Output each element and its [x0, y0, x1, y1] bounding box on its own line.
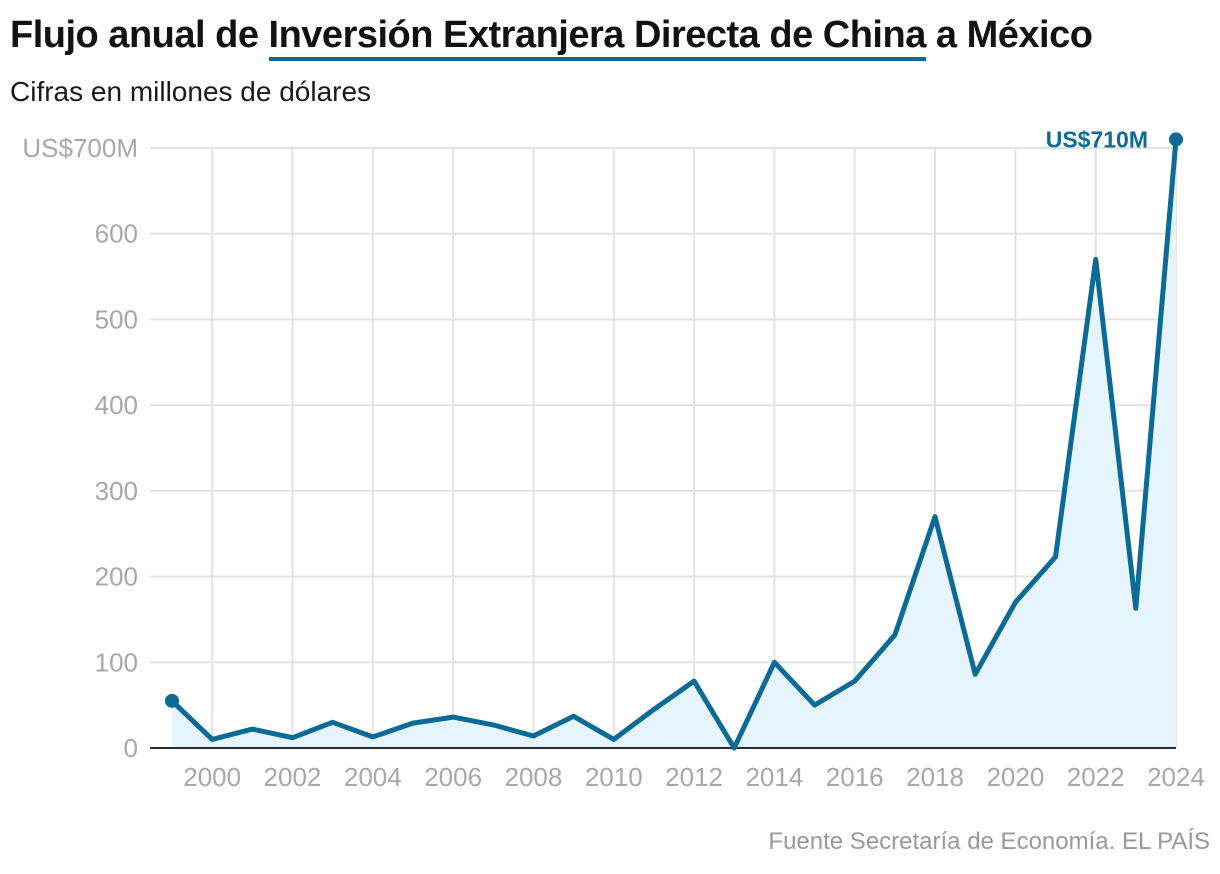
data-points-layer: [165, 132, 1183, 708]
source-note: Fuente Secretaría de Economía. EL PAÍS: [768, 828, 1210, 855]
title-highlight: Inversión Extranjera Directa de China: [268, 14, 926, 61]
y-tick-label: 200: [95, 562, 138, 592]
series-area: [172, 139, 1176, 748]
title-prefix: Flujo anual de: [10, 14, 269, 56]
data-point-marker: [1169, 132, 1183, 147]
x-tick-label: 2008: [505, 762, 563, 792]
horizontal-gridlines: [150, 147, 1176, 664]
y-tick-label: 500: [95, 304, 138, 334]
y-tick-label: 600: [95, 219, 138, 249]
area-fill-layer: [172, 139, 1176, 748]
y-tick-label: 300: [95, 476, 138, 506]
x-tick-label: 2024: [1147, 762, 1205, 792]
x-tick-label: 2002: [264, 762, 322, 792]
chart-title: Flujo anual de Inversión Extranjera Dire…: [10, 14, 1093, 61]
x-tick-label: 2022: [1067, 762, 1125, 792]
x-tick-label: 2004: [344, 762, 402, 792]
x-tick-label: 2020: [986, 762, 1044, 792]
y-tick-labels: 0 100 200 300 400 500 600 US$700M: [22, 133, 138, 763]
x-tick-label: 2018: [906, 762, 964, 792]
x-tick-label: 2012: [665, 762, 723, 792]
annotation-label: US$710M: [1046, 126, 1148, 152]
x-tick-labels: 2000 2002 2004 2006 2008 2010 2012 2014 2016 2018…: [183, 762, 1205, 792]
x-tick-label: 2010: [585, 762, 643, 792]
x-tick-label: 2016: [826, 762, 884, 792]
chart-subtitle: Cifras en millones de dólares: [10, 76, 372, 107]
x-tick-label: 2006: [424, 762, 482, 792]
y-tick-label: US$700M: [22, 133, 138, 163]
x-tick-label: 2000: [183, 762, 241, 792]
annotations-layer: US$710M: [1046, 126, 1148, 152]
data-point-marker: [165, 693, 179, 708]
y-tick-label: 100: [95, 647, 138, 677]
series-line: [169, 136, 1179, 751]
x-tick-label: 2014: [745, 762, 803, 792]
line-layer: [169, 136, 1179, 751]
title-suffix: a México: [925, 14, 1093, 56]
y-tick-label: 0: [124, 733, 138, 763]
y-tick-label: 400: [95, 390, 138, 420]
